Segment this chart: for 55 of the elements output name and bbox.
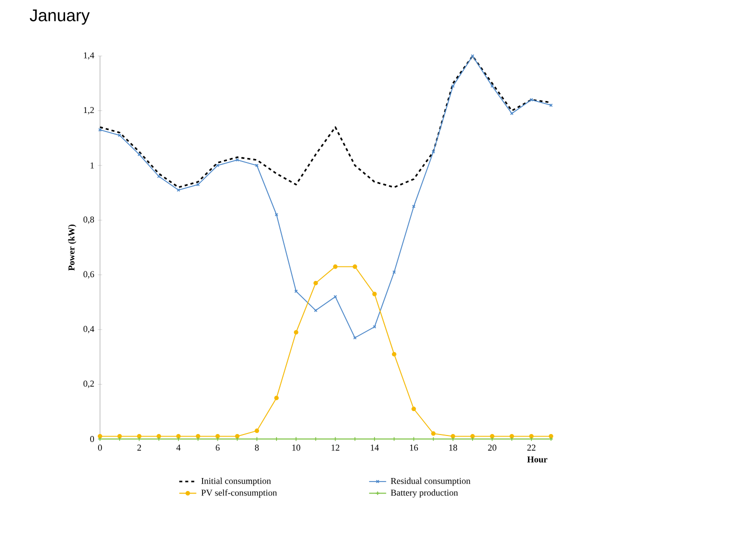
- point: [352, 264, 358, 269]
- x-tick-label: 20: [488, 444, 496, 451]
- legend-label: PV self-consumption: [201, 489, 277, 498]
- chart-title: January: [30, 10, 90, 25]
- y-tick-label: 1: [90, 162, 94, 168]
- x-tick-label: 14: [370, 444, 379, 451]
- point: [196, 434, 200, 439]
- point: [136, 434, 142, 439]
- point: [392, 352, 396, 356]
- x-tick-label: 8: [254, 444, 259, 451]
- y-axis-title: Power (kW): [68, 224, 76, 271]
- point: [432, 150, 436, 154]
- point: [334, 295, 338, 298]
- point: [215, 434, 220, 439]
- point: [450, 434, 456, 439]
- x-axis-title: Hour: [527, 456, 548, 462]
- x-tick-label: 18: [449, 444, 458, 451]
- point: [254, 428, 260, 434]
- y-tick-label: 0,4: [83, 326, 94, 334]
- point: [510, 434, 514, 439]
- point: [235, 434, 240, 439]
- point: [470, 434, 475, 439]
- point: [117, 434, 122, 439]
- x-tick-label: 2: [137, 444, 141, 451]
- x-tick-label: 0: [98, 444, 102, 451]
- y-tick-label: 0: [90, 436, 94, 442]
- point: [451, 84, 455, 88]
- x-tick-label: 16: [410, 444, 418, 451]
- x-tick-label: 12: [332, 444, 340, 451]
- y-tick-label: 0,6: [83, 271, 94, 279]
- point: [412, 406, 416, 412]
- legend-label: Residual consumption: [390, 478, 470, 486]
- point: [196, 182, 200, 186]
- x-tick-label: 22: [527, 444, 536, 451]
- point: [431, 431, 436, 436]
- point: [548, 434, 554, 439]
- x-tick-label: 4: [176, 444, 181, 451]
- y-tick-label: 0,2: [83, 380, 94, 388]
- point: [313, 280, 318, 286]
- point: [529, 434, 534, 439]
- point: [176, 188, 180, 192]
- point: [470, 54, 474, 58]
- point: [333, 264, 338, 269]
- legend-label: Battery production: [390, 489, 458, 498]
- point: [294, 330, 298, 335]
- point: [98, 434, 102, 439]
- x-tick-label: 6: [216, 444, 220, 451]
- point: [176, 434, 181, 439]
- point: [372, 292, 377, 296]
- y-tick-label: 0,8: [83, 216, 94, 224]
- point: [274, 396, 279, 400]
- x-tick-label: 10: [292, 444, 300, 451]
- y-tick-label: 1,2: [84, 107, 94, 114]
- y-tick-label: 1,4: [84, 52, 94, 60]
- legend-label: Initial consumption: [201, 478, 271, 486]
